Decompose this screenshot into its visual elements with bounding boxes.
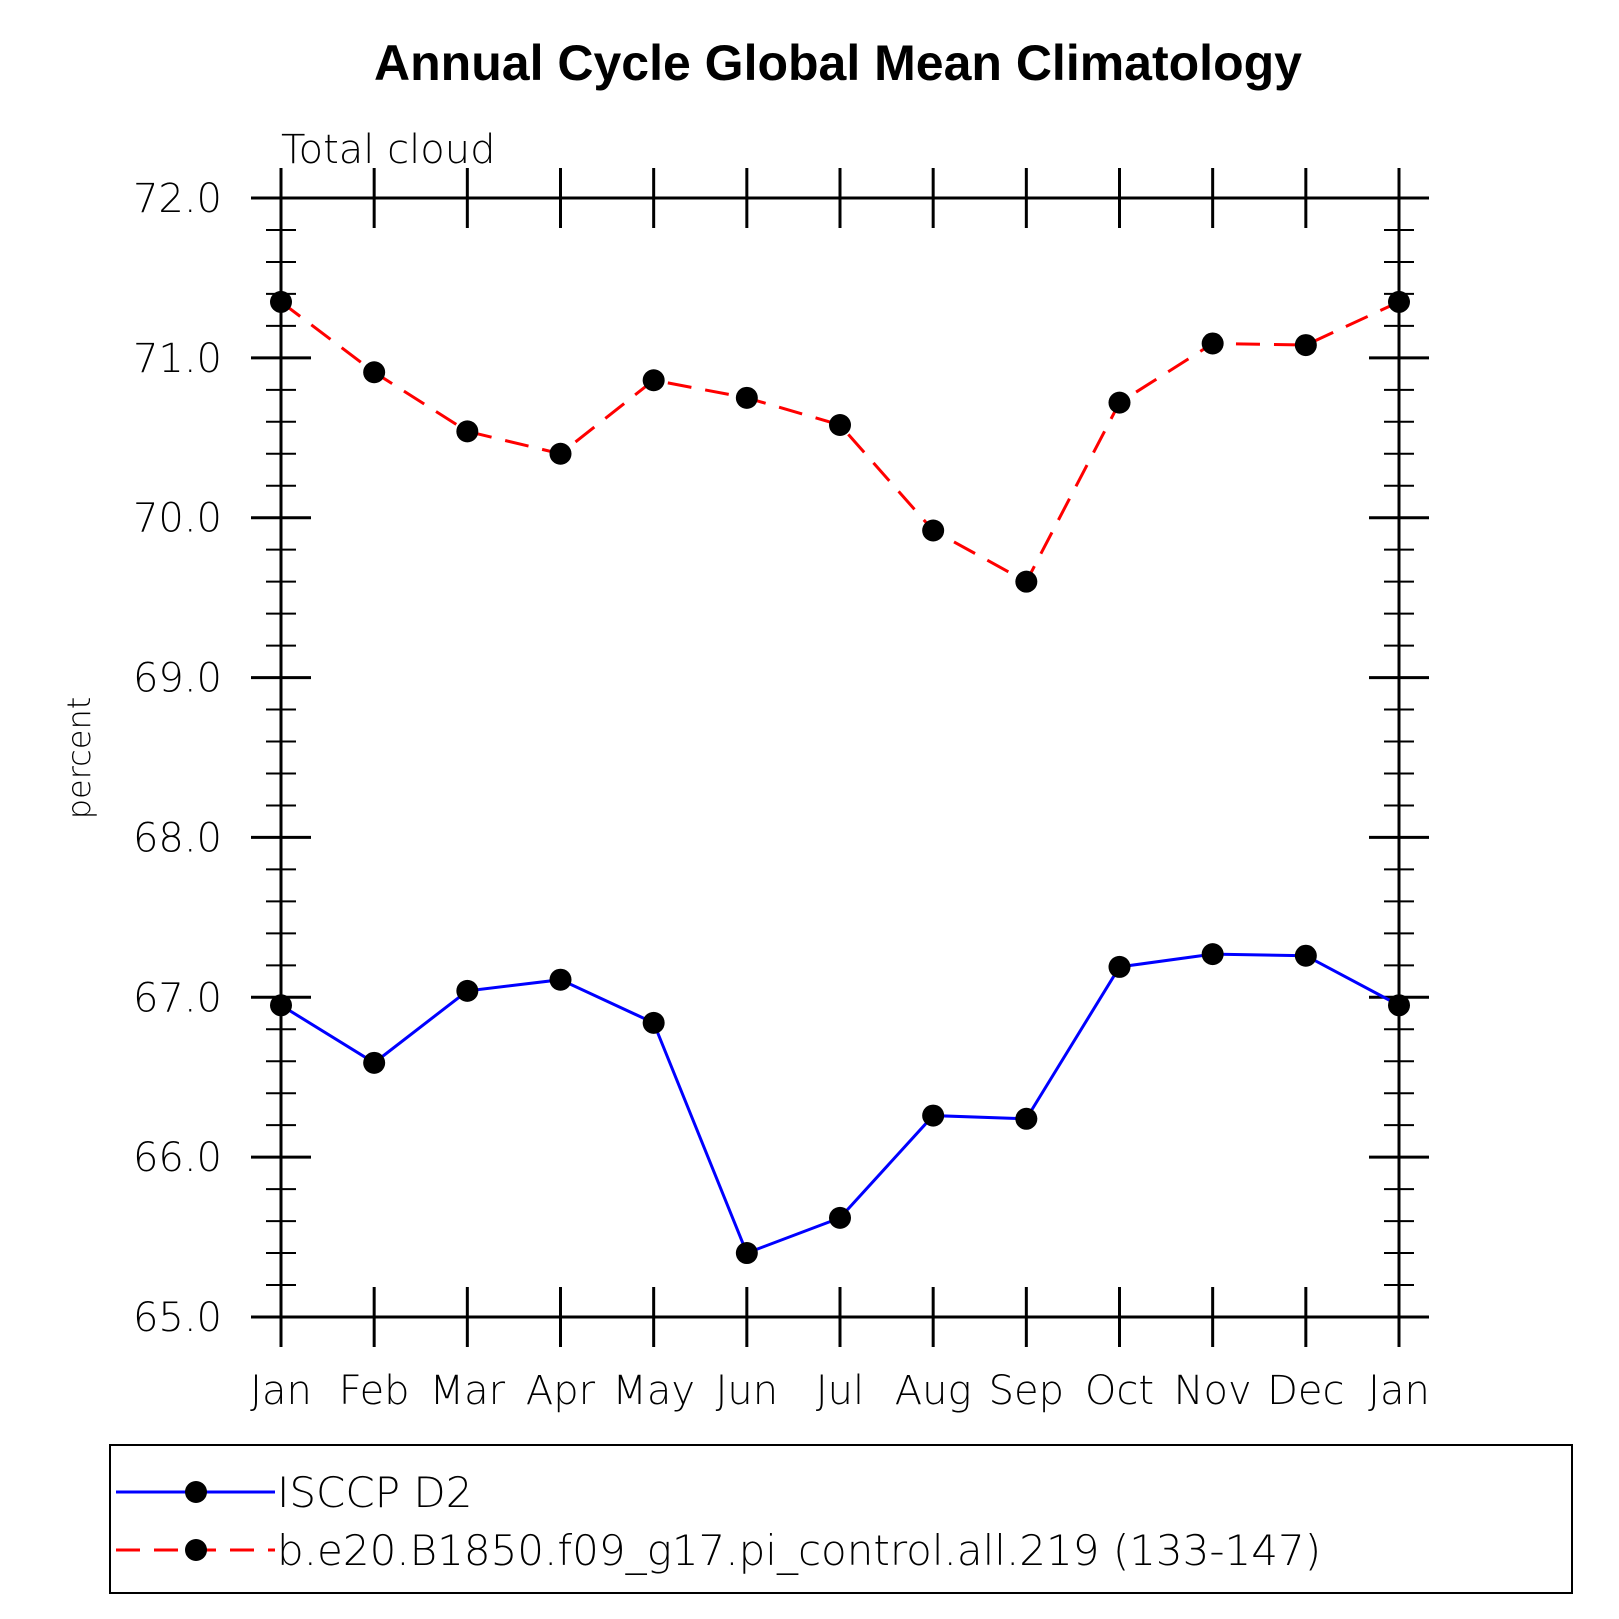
y-tick-label: 68.0 (133, 815, 222, 861)
legend-marker-0 (185, 1481, 207, 1503)
x-tick-label: Dec (1267, 1368, 1344, 1414)
series-0-point (735, 1242, 758, 1265)
plot-frame (279, 196, 1401, 1319)
series-1-point (1108, 391, 1131, 414)
x-tick-label: Jul (816, 1368, 864, 1414)
series-0-point (1108, 955, 1131, 978)
series-0-point (642, 1011, 665, 1034)
series-1-point (363, 361, 386, 384)
x-tick-label: Aug (895, 1368, 972, 1414)
series-0-point (363, 1051, 386, 1074)
tick-labels: 65.0 66.0 67.0 68.0 69.0 70.0 71.0 72.0 Jan Feb Ma… (133, 176, 1430, 1414)
x-tick-label: Mar (430, 1368, 506, 1414)
series-1-point (1201, 332, 1224, 355)
y-tick-label: 69.0 (133, 656, 222, 702)
series-1-point (549, 442, 572, 465)
series-0-point (1201, 943, 1224, 966)
legend-box (109, 1444, 1573, 1594)
legend-marker-1 (185, 1539, 207, 1561)
legend: ISCCP D2 b.e20.B1850.f09_g17.pi_control.a… (109, 1444, 1573, 1594)
legend-label-0: ISCCP D2 (277, 1468, 472, 1517)
legend-label-1: b.e20.B1850.f09_g17.pi_control.all.219 (… (277, 1526, 1321, 1575)
y-tick-label: 70.0 (133, 496, 222, 542)
series-0-point (1015, 1107, 1038, 1130)
series-1-point (922, 519, 945, 542)
x-tick-label: Nov (1174, 1368, 1252, 1414)
series-1-point (1015, 570, 1038, 593)
series-0-point (456, 979, 479, 1002)
y-axis-label: percent (60, 697, 98, 820)
series-line-1 (280, 300, 1400, 584)
series-1-point (642, 369, 665, 392)
series-0-point (829, 1206, 851, 1229)
series-0-point (549, 968, 572, 991)
series-0-point (922, 1104, 945, 1127)
series-0-point (1294, 944, 1317, 967)
y-tick-label: 66.0 (133, 1135, 222, 1181)
series-1-point (456, 420, 479, 443)
x-tick-label: Feb (339, 1368, 410, 1414)
series-layer (270, 290, 1410, 1265)
x-tick-label: Apr (526, 1368, 596, 1414)
series-1-point (1294, 334, 1317, 357)
x-tick-label: Jan (1368, 1368, 1430, 1414)
legend-items: ISCCP D2 b.e20.B1850.f09_g17.pi_control.a… (116, 1468, 1321, 1575)
x-tick-label: Jun (716, 1368, 779, 1414)
series-1-point (735, 386, 758, 409)
x-tick-label: May (612, 1368, 695, 1414)
x-tick-label: Sep (989, 1368, 1064, 1414)
y-tick-label: 71.0 (133, 336, 222, 382)
x-tick-label: Jan (250, 1368, 312, 1414)
y-tick-label: 67.0 (133, 975, 222, 1021)
series-1-point (829, 413, 851, 436)
chart-subtitle: Total cloud (281, 127, 495, 173)
y-tick-label: 72.0 (133, 176, 222, 222)
chart-title: Annual Cycle Global Mean Climatology (374, 35, 1302, 91)
y-tick-label: 65.0 (133, 1295, 222, 1341)
x-tick-label: Oct (1085, 1368, 1154, 1414)
